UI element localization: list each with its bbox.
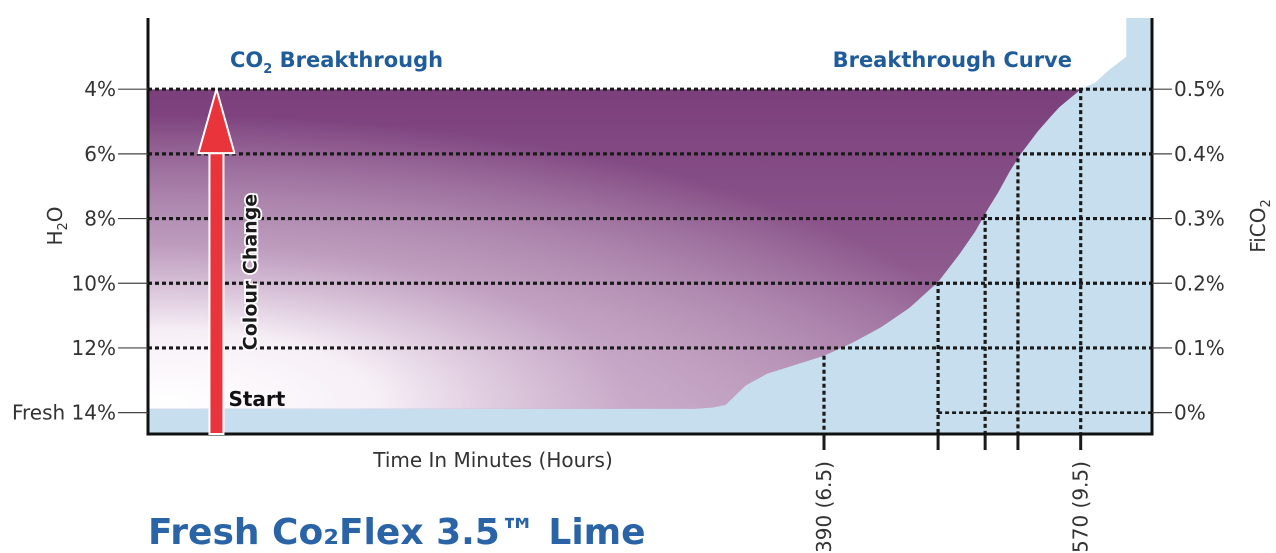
right-tick-label: 0.5% — [1174, 77, 1225, 101]
title-co2-breakthrough: CO2 Breakthrough — [230, 48, 443, 77]
right-tick-label: 0.2% — [1174, 271, 1225, 295]
x-tick-labels: 390 (6.5) 570 (9.5) — [812, 461, 1093, 551]
arrow-label-start: Start — [228, 387, 285, 411]
right-tick-label: 0.1% — [1174, 336, 1225, 360]
y-axis-label-right: FiCO2 — [1246, 199, 1274, 253]
arrow-label-colour-change: Colour Change — [239, 194, 261, 350]
upper-white-region — [148, 18, 1127, 90]
left-tick-labels: 4% 6% 8% 10% 12% Fresh 14% — [12, 77, 148, 425]
arrow-head — [197, 85, 236, 155]
left-tick-label: 8% — [84, 207, 116, 231]
x-axis-label: Time In Minutes (Hours) — [372, 448, 613, 472]
axes — [146, 18, 1154, 436]
x-tick-label: 570 (9.5) — [1069, 461, 1093, 551]
chart-titles: Time In Minutes (Hours) H2O FiCO2 CO2 Break… — [43, 48, 1274, 472]
right-tick-label: 0.4% — [1174, 142, 1225, 166]
x-tick-label: 390 (6.5) — [812, 461, 836, 551]
colour-change-arrow: Colour Change Start — [197, 85, 286, 435]
fresh-glow-area — [148, 89, 1081, 409]
left-tick-label: Fresh 14% — [12, 401, 116, 425]
arrow-shaft — [208, 152, 225, 435]
area-region — [148, 18, 1152, 434]
right-tick-label: 0.3% — [1174, 207, 1225, 231]
left-tick-label: 12% — [72, 336, 116, 360]
left-tick-label: 10% — [72, 271, 116, 295]
y-axis-label-left: H2O — [43, 206, 71, 245]
vertical-gridlines — [822, 89, 1083, 450]
right-tick-label: 0% — [1174, 401, 1206, 425]
left-tick-label: 4% — [84, 77, 116, 101]
left-tick-label: 6% — [84, 142, 116, 166]
right-tick-labels: 0.5% 0.4% 0.3% 0.2% 0.1% 0% — [1152, 77, 1225, 425]
title-breakthrough-curve: Breakthrough Curve — [833, 48, 1072, 72]
footer-title: Fresh Co₂Flex 3.5™ Lime — [148, 512, 646, 553]
